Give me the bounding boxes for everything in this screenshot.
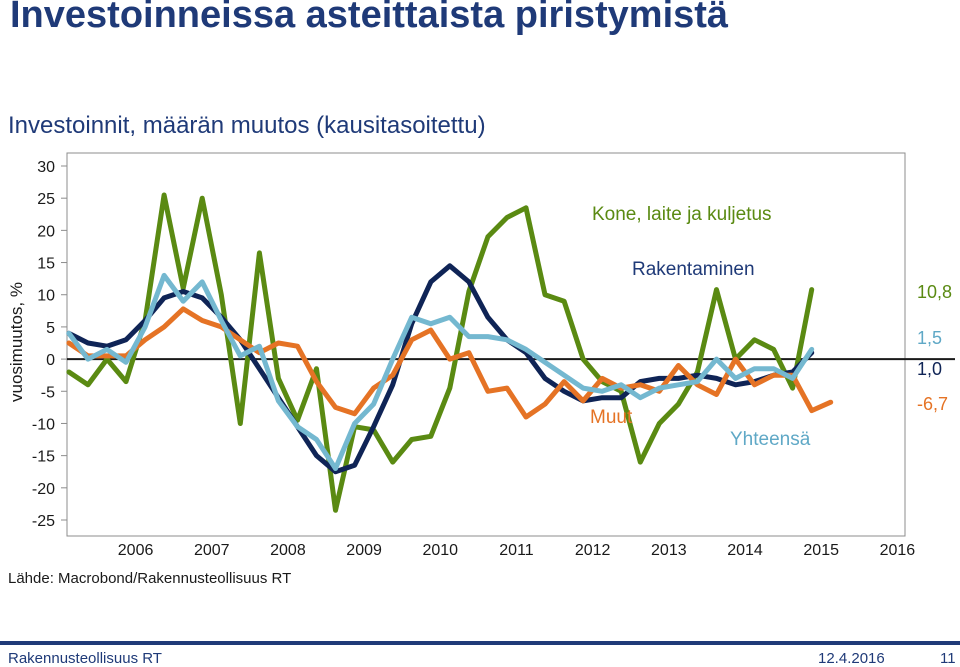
x-tick-label: 2008	[270, 542, 306, 559]
chart-title: Investoinnit, määrän muutos (kausitasoit…	[8, 112, 486, 139]
y-tick-label: 15	[37, 256, 55, 273]
y-tick-label: -20	[32, 481, 55, 498]
series-label-yhteensa: Yhteensä	[730, 429, 811, 450]
series-line-muut	[66, 306, 834, 420]
series-line-yhteensa	[66, 272, 815, 471]
y-tick-label: -25	[32, 513, 55, 530]
x-tick-label: 2013	[651, 542, 687, 559]
y-tick-label: 30	[37, 159, 55, 176]
x-tick-label: 2016	[880, 542, 916, 559]
x-tick-label: 2006	[118, 542, 154, 559]
end-value-label-muut: -6,7	[917, 394, 948, 414]
series-label-rakentaminen: Rakentaminen	[632, 259, 755, 280]
series-line-kone-laite-kuljetus	[66, 192, 815, 513]
plot-area-frame	[66, 152, 906, 537]
footer-page-number: 11	[940, 650, 956, 667]
slide-title: Investoinneissa asteittaista piristymist…	[10, 0, 729, 36]
series-label-muut: Muut	[590, 407, 633, 428]
y-tick-label: 10	[37, 288, 55, 305]
x-tick-label: 2012	[575, 542, 611, 559]
x-tick-label: 2015	[803, 542, 839, 559]
x-tick-label: 2014	[727, 542, 763, 559]
footer-divider	[0, 641, 960, 645]
y-axis-label: vuosimuutos, %	[7, 282, 26, 402]
series-label-kone-laite-kuljetus: Kone, laite ja kuljetus	[592, 204, 772, 225]
x-tick-label: 2011	[499, 542, 534, 559]
end-value-label-kone-laite-kuljetus: 10,8	[917, 282, 952, 302]
footer-organization: Rakennusteollisuus RT	[8, 650, 162, 667]
x-tick-label: 2007	[194, 542, 230, 559]
y-tick-label: -10	[32, 416, 55, 433]
y-tick-label: 5	[46, 320, 55, 337]
y-tick-label: 20	[37, 223, 55, 240]
y-tick-label: 0	[46, 352, 55, 369]
end-value-label-rakentaminen: 1,0	[917, 359, 942, 379]
y-tick-label: 25	[37, 191, 55, 208]
source-note: Lähde: Macrobond/Rakennusteollisuus RT	[8, 570, 292, 587]
end-value-label-yhteensa: 1,5	[917, 328, 942, 348]
y-tick-label: -5	[41, 384, 55, 401]
x-tick-label: 2009	[346, 542, 382, 559]
x-tick-label: 2010	[422, 542, 458, 559]
footer-date: 12.4.2016	[818, 650, 885, 667]
y-tick-label: -15	[32, 449, 55, 466]
